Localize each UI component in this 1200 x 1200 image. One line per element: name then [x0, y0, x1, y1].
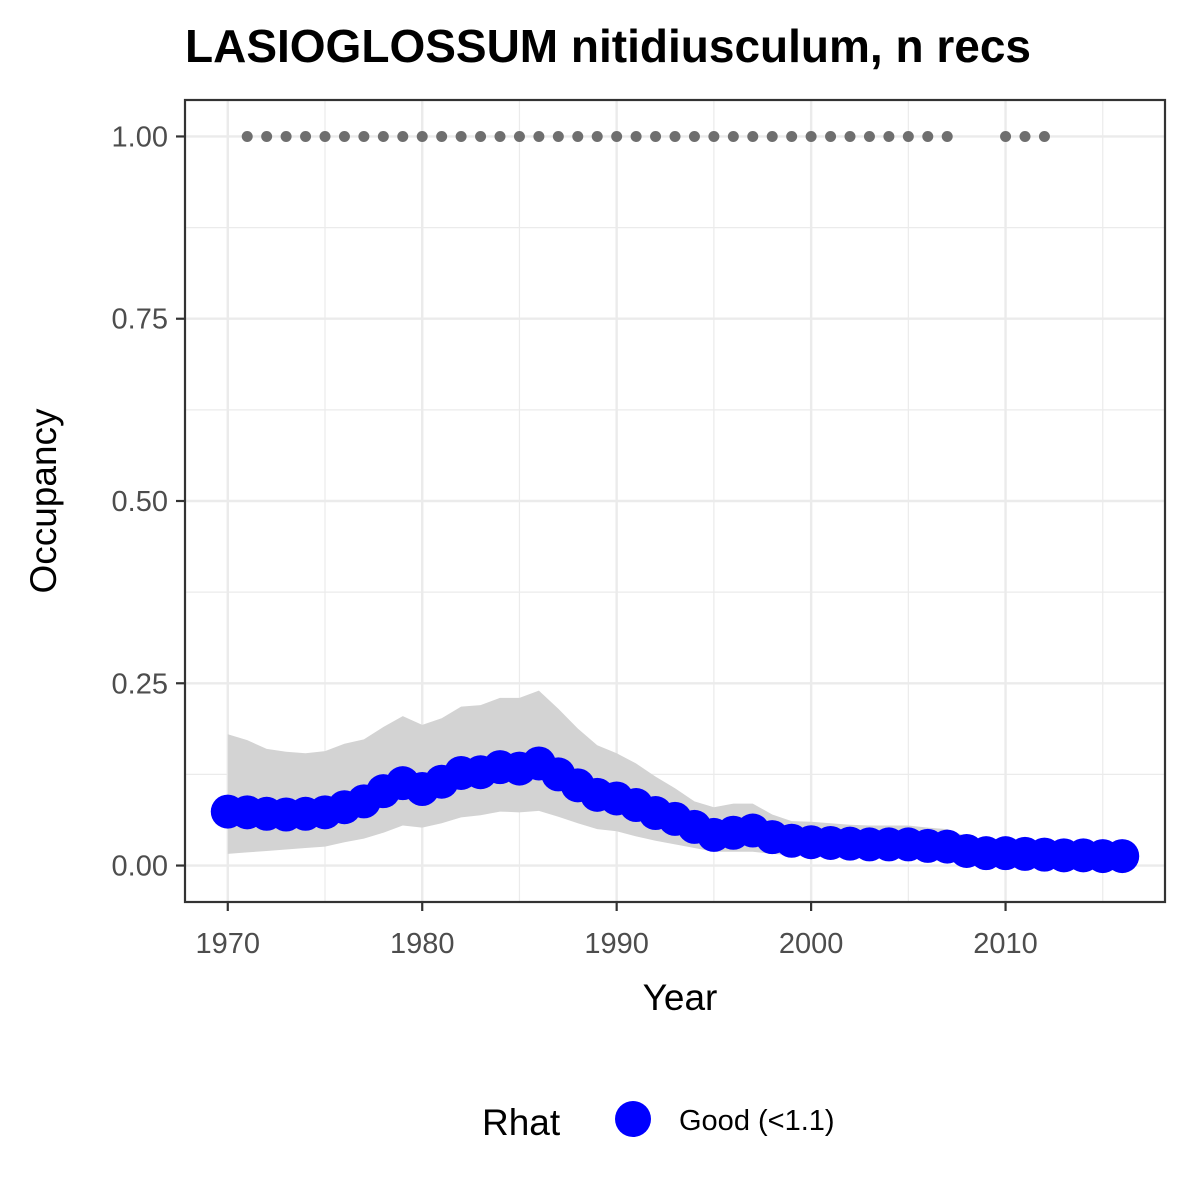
record-point-1991 [630, 130, 642, 142]
record-point-2005 [902, 130, 914, 142]
record-point-2004 [883, 130, 895, 142]
confidence-ribbon [227, 690, 1123, 863]
x-tick-label-1980: 1980 [390, 928, 455, 960]
record-point-1975 [319, 130, 331, 142]
legend-title: Rhat [482, 1102, 561, 1143]
legend: Rhat Good (<1.1) [482, 1101, 835, 1143]
record-point-2012 [1038, 130, 1050, 142]
record-point-1971 [241, 130, 253, 142]
record-point-2010 [1000, 130, 1012, 142]
chart-title: LASIOGLOSSUM nitidiusculum, n recs [185, 20, 1031, 72]
record-point-1994 [688, 130, 700, 142]
legend-key-good [615, 1101, 651, 1137]
record-point-1973 [280, 130, 292, 142]
record-point-2003 [863, 130, 875, 142]
record-point-1988 [572, 130, 584, 142]
record-point-1983 [475, 130, 487, 142]
record-point-2002 [844, 130, 856, 142]
estimate-point-2016 [1105, 839, 1140, 874]
record-point-1993 [669, 130, 681, 142]
record-point-1980 [416, 130, 428, 142]
record-point-2007 [941, 130, 953, 142]
x-tick-label-2010: 2010 [973, 928, 1038, 960]
y-axis-title: Occupancy [23, 408, 64, 594]
x-axis-title: Year [643, 977, 718, 1018]
y-tick-label-1: 0.25 [112, 668, 168, 700]
record-point-1981 [436, 130, 448, 142]
plot-area [183, 98, 1167, 904]
record-point-1987 [552, 130, 564, 142]
record-point-1978 [377, 130, 389, 142]
y-tick-label-3: 0.75 [112, 304, 168, 336]
record-point-1999 [786, 130, 798, 142]
record-point-1974 [300, 130, 312, 142]
y-tick-label-0: 0.00 [112, 851, 168, 883]
record-point-2011 [1019, 130, 1031, 142]
x-tick-label-1970: 1970 [196, 928, 261, 960]
record-point-1982 [455, 130, 467, 142]
record-point-1996 [727, 130, 739, 142]
y-axis: 0.00 0.25 0.50 0.75 1.00 [112, 121, 185, 883]
legend-label-good: Good (<1.1) [679, 1105, 835, 1137]
x-axis: 1970 1980 1990 2000 2010 [196, 902, 1038, 960]
record-point-1997 [747, 130, 759, 142]
y-tick-label-2: 0.50 [112, 486, 168, 518]
record-point-1984 [494, 130, 506, 142]
record-point-2006 [922, 130, 934, 142]
y-tick-label-4: 1.00 [112, 121, 168, 153]
record-point-1977 [358, 130, 370, 142]
record-point-2000 [805, 130, 817, 142]
record-point-1985 [513, 130, 525, 142]
x-tick-label-1990: 1990 [584, 928, 649, 960]
record-point-1986 [533, 130, 545, 142]
record-point-1972 [261, 130, 273, 142]
record-point-1976 [338, 130, 350, 142]
record-point-1992 [650, 130, 662, 142]
record-point-1979 [397, 130, 409, 142]
record-year-points [241, 130, 1050, 142]
record-point-1989 [591, 130, 603, 142]
record-point-1990 [611, 130, 623, 142]
x-tick-label-2000: 2000 [779, 928, 844, 960]
record-point-1995 [708, 130, 720, 142]
estimate-points [210, 746, 1140, 874]
record-point-1998 [766, 130, 778, 142]
record-point-2001 [825, 130, 837, 142]
